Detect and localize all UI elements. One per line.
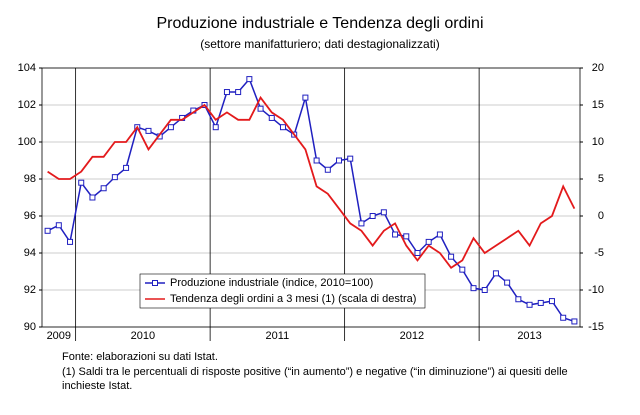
point	[111, 174, 118, 181]
point	[67, 238, 74, 245]
y2-tick-label: 5	[598, 173, 604, 185]
point	[448, 253, 455, 260]
point	[145, 127, 152, 134]
y-tick-label: 94	[24, 247, 36, 259]
note: inchieste Istat.	[62, 380, 132, 392]
point	[571, 318, 578, 325]
series-line	[47, 95, 576, 270]
point	[100, 185, 107, 192]
point	[313, 157, 320, 164]
y2-tick-label: -10	[588, 284, 604, 296]
point	[403, 233, 410, 240]
point	[347, 155, 354, 162]
x-tick-label: 2011	[266, 330, 290, 342]
point	[123, 164, 130, 171]
point	[459, 266, 466, 273]
chart-title: Produzione industriale e Tendenza degli …	[156, 15, 483, 32]
point	[336, 157, 343, 164]
point	[548, 298, 555, 305]
y-tick-label: 96	[24, 210, 36, 222]
y2-tick-label: -5	[594, 247, 604, 259]
point	[380, 209, 387, 216]
point	[515, 296, 522, 303]
point	[369, 213, 376, 219]
point	[55, 222, 62, 229]
point	[212, 124, 219, 131]
point	[268, 114, 275, 121]
x-tick-label: 2010	[131, 330, 155, 342]
point	[470, 285, 477, 292]
y-tick-label: 90	[24, 321, 36, 333]
point	[436, 231, 443, 238]
y-tick-label: 100	[18, 136, 36, 148]
point	[78, 179, 85, 186]
point	[414, 250, 421, 256]
chart-subtitle: (settore manifatturiero; dati destagiona…	[200, 37, 439, 51]
point	[392, 231, 399, 238]
point	[302, 94, 309, 101]
point	[223, 89, 230, 96]
point	[279, 124, 286, 131]
point	[235, 89, 242, 96]
legend-box	[139, 273, 426, 309]
point	[89, 194, 96, 201]
point	[560, 314, 567, 321]
note: (1) Saldi tra le percentuali di risposte…	[62, 366, 568, 378]
x-tick-label: 2009	[47, 330, 71, 342]
y-tick-label: 104	[18, 62, 36, 74]
y-tick-label: 92	[24, 284, 36, 296]
point	[537, 299, 544, 306]
note: Fonte: elaborazioni su dati Istat.	[62, 351, 218, 363]
point	[44, 227, 51, 234]
point	[526, 301, 533, 308]
x-tick-label: 2012	[400, 330, 424, 342]
legend-marker	[152, 280, 158, 286]
point	[257, 105, 264, 112]
point	[492, 270, 499, 277]
y2-tick-label: 20	[592, 62, 604, 74]
legend-label: Tendenza degli ordini a 3 mesi (1) (scal…	[170, 293, 416, 305]
point	[481, 287, 488, 293]
y2-tick-label: -15	[588, 321, 604, 333]
point	[246, 76, 253, 83]
y2-tick-label: 10	[592, 136, 604, 148]
plot-frame	[41, 67, 581, 328]
y-tick-label: 102	[18, 99, 36, 111]
point	[358, 220, 365, 227]
y2-tick-label: 0	[598, 210, 604, 222]
point	[425, 238, 432, 245]
y2-tick-label: 15	[592, 99, 604, 111]
y-tick-label: 98	[24, 173, 36, 185]
point	[324, 166, 331, 173]
point	[504, 279, 511, 286]
point	[167, 124, 174, 131]
x-tick-label: 2013	[517, 330, 541, 342]
legend-label: Produzione industriale (indice, 2010=100…	[170, 277, 373, 289]
